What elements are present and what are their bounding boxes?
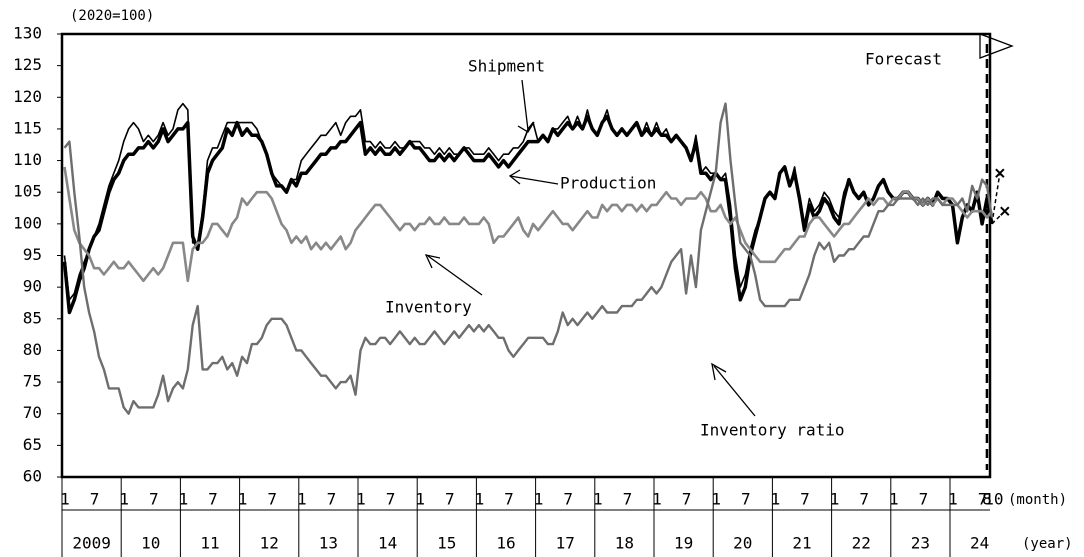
- month-label: 7: [267, 490, 277, 509]
- month-label: 1: [179, 490, 189, 509]
- month-label: 7: [682, 490, 692, 509]
- month-label: 7: [623, 490, 633, 509]
- month-label: 1: [711, 490, 721, 509]
- year-label: 11: [200, 534, 219, 553]
- month-label: 1: [830, 490, 840, 509]
- month-label: 1: [652, 490, 662, 509]
- month-label: 7: [741, 490, 751, 509]
- month-label: 7: [327, 490, 337, 509]
- year-label: 24: [970, 534, 989, 553]
- year-label: 20: [733, 534, 752, 553]
- month-label: 8: [982, 490, 992, 509]
- series-line: [63, 166, 993, 283]
- month-label: 7: [445, 490, 455, 509]
- month-label: 7: [208, 490, 218, 509]
- annotation: Inventory: [385, 298, 472, 317]
- year-label: 21: [792, 534, 811, 553]
- year-label: 23: [911, 534, 930, 553]
- month-label: 7: [800, 490, 810, 509]
- year-label: 10: [141, 534, 160, 553]
- y-tick-label: 105: [13, 182, 42, 201]
- series-line: [62, 114, 994, 315]
- forecast-marker: [1000, 206, 1010, 216]
- y-tick-label: 70: [23, 403, 42, 422]
- month-label: 1: [119, 490, 129, 509]
- month-label: 7: [504, 490, 514, 509]
- month-label: 10: [984, 490, 1003, 509]
- y-tick-label: 80: [23, 340, 42, 359]
- year-label: 17: [556, 534, 575, 553]
- plot-frame: [60, 32, 992, 479]
- annotation: Shipment: [468, 57, 545, 76]
- y-tick-label: 100: [13, 213, 42, 232]
- y-tick-label: 85: [23, 308, 42, 327]
- month-label: 1: [534, 490, 544, 509]
- month-label: 1: [297, 490, 307, 509]
- forecast-label: Forecast: [865, 50, 942, 69]
- year-label: 18: [615, 534, 634, 553]
- month-label: 1: [356, 490, 366, 509]
- y-tick-label: 120: [13, 87, 42, 106]
- annotation: Production: [560, 174, 656, 193]
- year-label: 19: [674, 534, 693, 553]
- year-label: 22: [852, 534, 871, 553]
- y-tick-label: 130: [13, 24, 42, 43]
- y-tick-label: 110: [13, 150, 42, 169]
- y-tick-label: 90: [23, 277, 42, 296]
- month-label: 1: [593, 490, 603, 509]
- unit-label: (2020=100): [70, 8, 154, 24]
- month-label: 1: [889, 490, 899, 509]
- month-axis-label: (month): [1008, 492, 1067, 508]
- month-label: 7: [90, 490, 100, 509]
- month-label: 7: [919, 490, 929, 509]
- month-label: 1: [238, 490, 248, 509]
- y-tick-label: 75: [23, 372, 42, 391]
- y-tick-label: 60: [23, 467, 42, 486]
- y-tick-label: 115: [13, 118, 42, 137]
- month-label: 1: [771, 490, 781, 509]
- month-label: 7: [386, 490, 396, 509]
- month-label: 1: [415, 490, 425, 509]
- series-line: [63, 102, 994, 415]
- month-label: 7: [563, 490, 573, 509]
- year-label: 15: [437, 534, 456, 553]
- year-label: 16: [496, 534, 515, 553]
- year-label: 2009: [72, 534, 111, 553]
- month-label: 1: [475, 490, 485, 509]
- month-label: 7: [978, 490, 988, 509]
- annotation: Inventory ratio: [700, 421, 845, 440]
- series-line: [63, 102, 993, 301]
- year-label: 13: [319, 534, 338, 553]
- y-tick-label: 65: [23, 435, 42, 454]
- year-label: 14: [378, 534, 397, 553]
- forecast-marker: [995, 168, 1005, 178]
- month-label: 7: [859, 490, 869, 509]
- month-label: 7: [149, 490, 159, 509]
- year-axis-label: (year): [1022, 536, 1073, 552]
- month-label: 1: [60, 490, 70, 509]
- forecast-line: [991, 173, 1001, 224]
- y-tick-label: 125: [13, 55, 42, 74]
- y-tick-label: 95: [23, 245, 42, 264]
- year-label: 12: [260, 534, 279, 553]
- month-label: 1: [948, 490, 958, 509]
